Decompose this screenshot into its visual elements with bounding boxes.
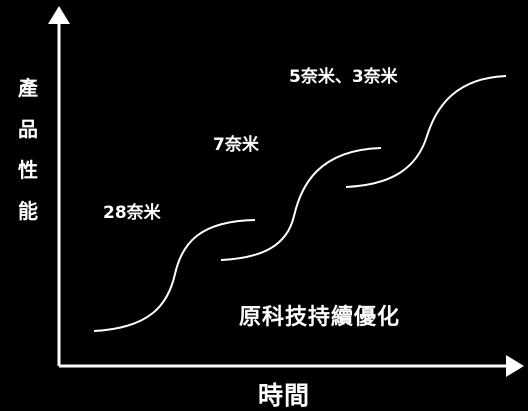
- y-axis-arrowhead: [48, 6, 70, 24]
- s-curve-7nm: [220, 147, 382, 261]
- y-axis-label: 產品性能: [18, 76, 38, 223]
- optimization-note: 原科技持續優化: [239, 305, 401, 330]
- x-axis-arrowhead: [506, 355, 524, 377]
- node-label-7nm: 7奈米: [213, 135, 259, 155]
- node-label-5nm-3nm: 5奈米、3奈米: [289, 67, 398, 87]
- node-label-28nm: 28奈米: [103, 203, 161, 223]
- s-curve-28nm: [93, 219, 256, 332]
- s-curve-5nm-3nm: [345, 75, 507, 188]
- x-axis-label: 時間: [258, 381, 311, 410]
